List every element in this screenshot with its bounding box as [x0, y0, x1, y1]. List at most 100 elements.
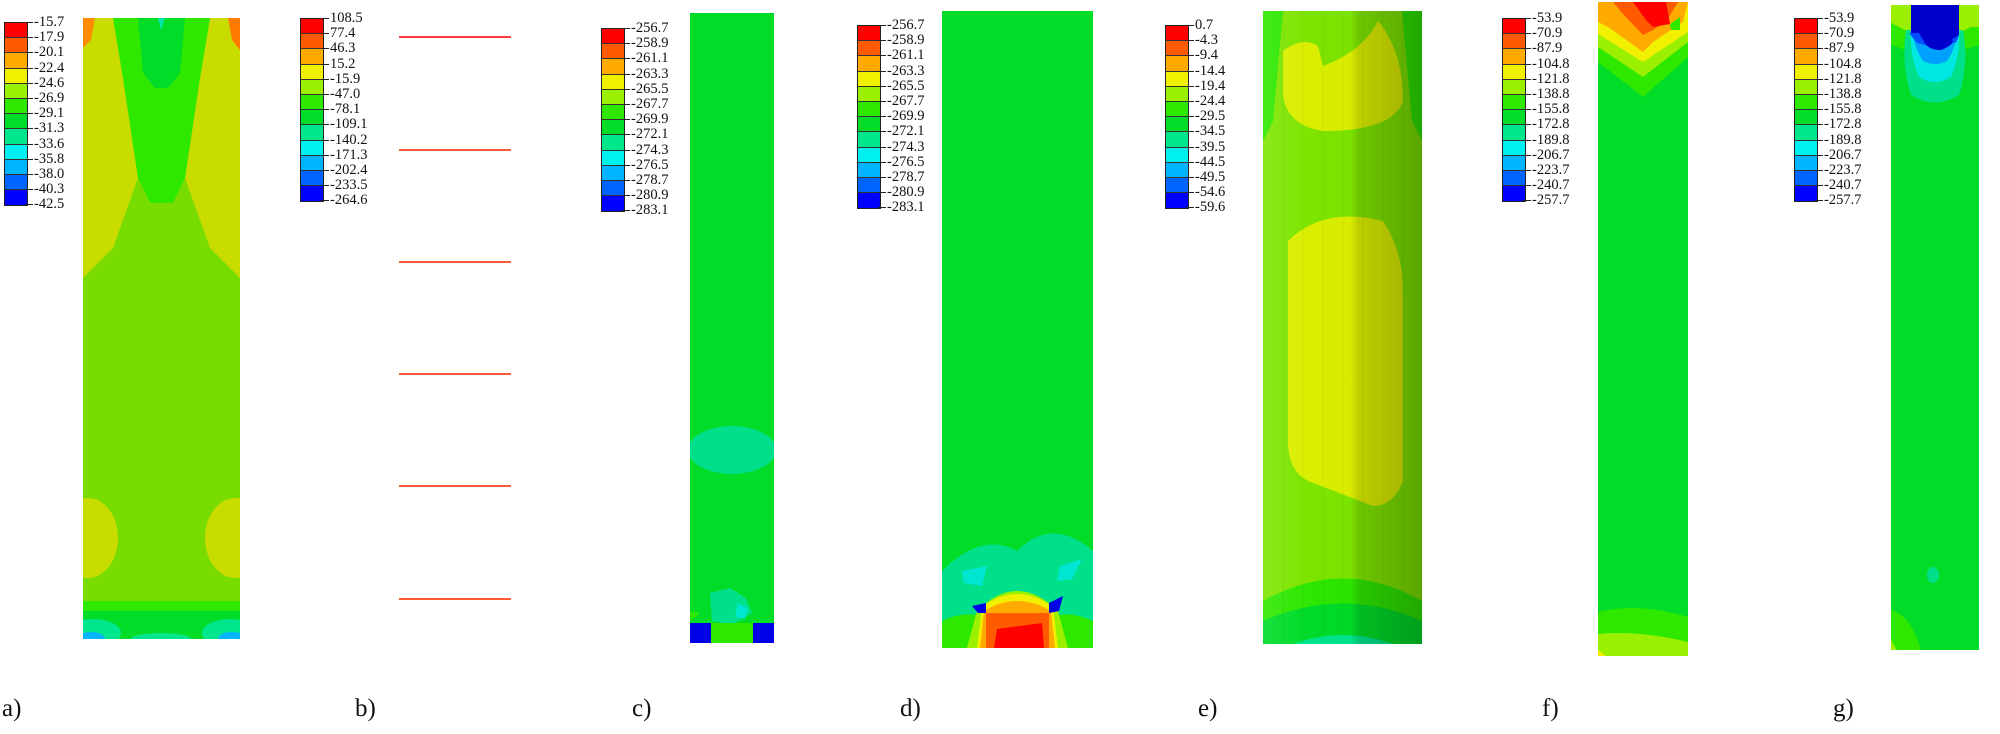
legend-e-tick: -54.6	[1185, 184, 1226, 201]
contour-plot-g	[1891, 5, 1979, 650]
legend-b-tick: -15.9	[320, 71, 367, 87]
legend-d-tick: -274.3	[877, 138, 925, 155]
legend-e-tick: -59.6	[1185, 199, 1226, 216]
legend-f-tick: -138.8	[1522, 85, 1570, 102]
legend-c-tick: -265.5	[621, 80, 669, 97]
colorbar-b	[300, 18, 324, 203]
panel-label-g: g)	[1833, 695, 1854, 722]
legend-g-tick: -53.9	[1814, 10, 1861, 26]
legend-f-tick: -87.9	[1522, 41, 1569, 56]
legend-d-tick: -258.9	[877, 32, 925, 49]
legend-b-tick: -202.4	[320, 161, 368, 178]
legend-f-tick: -257.7	[1522, 192, 1570, 209]
panel-label-f: f)	[1542, 695, 1559, 722]
legend-g-tick: -121.8	[1814, 70, 1862, 87]
legend-c-tick: -267.7	[621, 95, 669, 112]
legend-e-tick: -29.5	[1185, 108, 1226, 125]
legend-d-tick: -283.1	[877, 199, 925, 216]
legend-a-tick: -35.8	[24, 150, 65, 167]
colorbar-a	[4, 22, 28, 207]
legend-e-tick: -44.5	[1185, 153, 1226, 170]
legend-a-tick: -40.3	[24, 181, 65, 198]
legend-a-tick: -38.0	[24, 165, 65, 182]
legend-f-tick: -206.7	[1522, 146, 1570, 163]
legend-c-tick: -283.1	[621, 202, 669, 219]
legend-f-tick: -70.9	[1522, 25, 1569, 41]
legend-g-tick: -138.8	[1814, 85, 1862, 102]
legend-a-tick: -22.4	[24, 59, 65, 76]
panel-label-b: b)	[355, 695, 376, 722]
colorbar-f	[1502, 18, 1526, 203]
legend-a-tick: -17.9	[24, 29, 65, 46]
contour-plot-c	[690, 13, 774, 643]
legend-d-tick: -267.7	[877, 92, 925, 109]
legend-e-tick: -39.5	[1185, 138, 1226, 155]
legend-g-tick: -223.7	[1814, 161, 1862, 178]
legend-g-tick: -257.7	[1814, 192, 1862, 209]
legend-d-tick: -261.1	[877, 47, 925, 64]
legend-f-tick: -240.7	[1522, 177, 1570, 194]
legend-e-tick: -34.5	[1185, 123, 1226, 140]
legend-g-tick: -189.8	[1814, 131, 1862, 148]
legend-f-tick: -189.8	[1522, 131, 1570, 148]
legend-c-tick: -261.1	[621, 50, 669, 67]
legend-b-tick: -109.1	[320, 116, 368, 133]
legend-b-tick: -47.0	[320, 86, 367, 102]
legend-b-tick: 15.2	[320, 56, 367, 72]
legend-g-tick: -155.8	[1814, 101, 1862, 118]
legend-g-tick: -70.9	[1814, 25, 1861, 41]
legend-a-tick: -20.1	[24, 44, 65, 61]
legend-d-tick: -256.7	[877, 17, 925, 33]
colorbar-g	[1794, 18, 1818, 203]
colorbar-c	[601, 28, 625, 213]
legend-d-tick: -263.3	[877, 62, 925, 79]
legend-a-tick: -24.6	[24, 74, 65, 91]
legend-g-tick: -206.7	[1814, 146, 1862, 163]
panel-label-c: c)	[632, 695, 652, 722]
panel-label-d: d)	[900, 695, 921, 722]
legend-a-tick: -42.5	[24, 196, 65, 213]
legend-e-tick: 0.7	[1185, 17, 1225, 33]
legend-e-tick: -49.5	[1185, 168, 1226, 185]
legend-a-tick: -26.9	[24, 89, 65, 106]
legend-a-tick: -33.6	[24, 135, 65, 152]
legend-c-tick: -272.1	[621, 126, 669, 143]
legend-c-tick: -276.5	[621, 156, 669, 173]
colorbar-d	[857, 25, 881, 210]
legend-b-tick: 46.3	[320, 41, 367, 56]
legend-b-tick: 108.5	[320, 10, 367, 26]
legend-b-tick: -171.3	[320, 146, 368, 163]
contour-plot-f	[1598, 2, 1688, 656]
legend-f-tick: -172.8	[1522, 116, 1570, 133]
legend-g-tick: -104.8	[1814, 55, 1862, 72]
legend-d-tick: -280.9	[877, 184, 925, 201]
legend-d-tick: -269.9	[877, 108, 925, 125]
legend-f-tick: -53.9	[1522, 10, 1569, 26]
legend-a-tick: -29.1	[24, 105, 65, 122]
legend-d-tick: -278.7	[877, 168, 925, 185]
rebar-frame-plot-b	[396, 2, 514, 632]
legend-e-tick: -14.4	[1185, 62, 1226, 79]
legend-b-tick: -233.5	[320, 177, 368, 194]
contour-plot-d	[942, 11, 1093, 648]
legend-f-tick: -121.8	[1522, 70, 1570, 87]
legend-d-tick: -265.5	[877, 77, 925, 94]
panel-label-a: a)	[2, 695, 22, 722]
legend-g-tick: -172.8	[1814, 116, 1862, 133]
panel-label-e: e)	[1198, 695, 1218, 722]
legend-c-tick: -278.7	[621, 171, 669, 188]
legend-f-tick: -104.8	[1522, 55, 1570, 72]
contour-plot-a	[83, 18, 240, 639]
legend-f-tick: -155.8	[1522, 101, 1570, 118]
legend-b-tick: -264.6	[320, 192, 368, 209]
legend-e-tick: -24.4	[1185, 92, 1226, 109]
legend-a-tick: -31.3	[24, 120, 65, 137]
legend-e-tick: -9.4	[1185, 48, 1225, 63]
legend-e-tick: -19.4	[1185, 77, 1226, 94]
legend-a-tick: -15.7	[24, 14, 65, 30]
legend-c-tick: -280.9	[621, 187, 669, 204]
legend-c-tick: -258.9	[621, 35, 669, 52]
legend-g-tick: -87.9	[1814, 41, 1861, 56]
legend-g-tick: -240.7	[1814, 177, 1862, 194]
legend-c-tick: -269.9	[621, 111, 669, 128]
